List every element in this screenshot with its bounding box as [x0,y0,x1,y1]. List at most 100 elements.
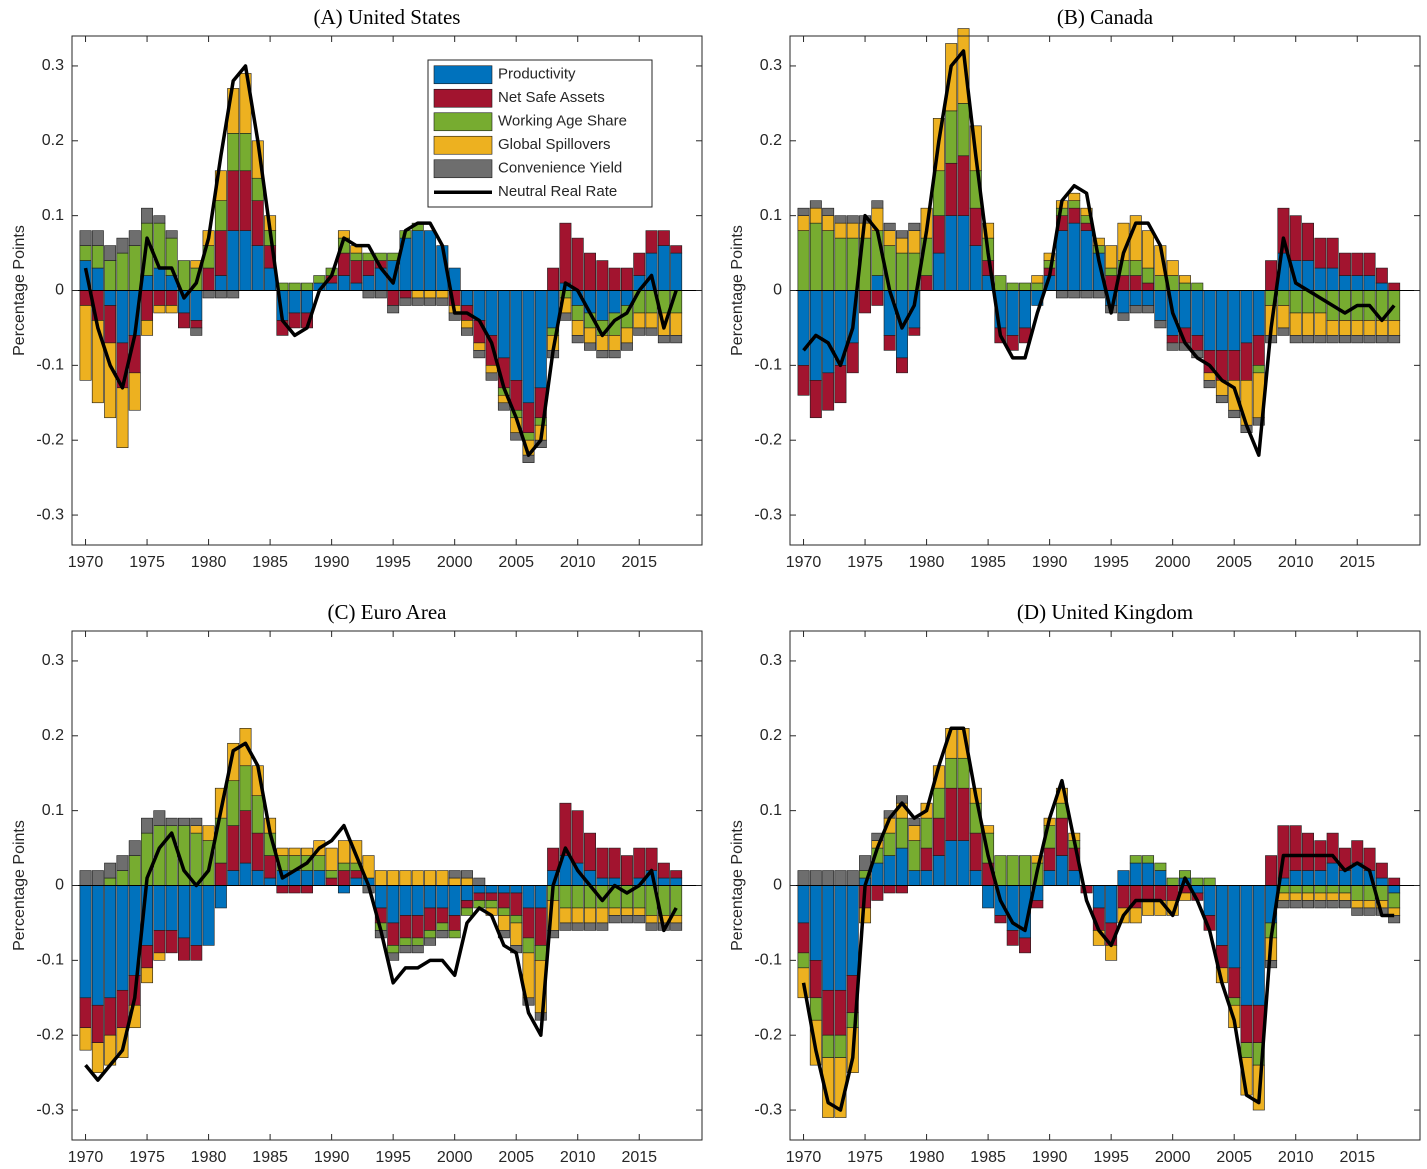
y-axis-label: Percentage Points [729,820,746,951]
bar [871,862,884,886]
bar [1351,252,1364,276]
bar [190,825,203,834]
bar [1326,900,1339,909]
bar [411,870,424,886]
bar [350,877,363,886]
bar [178,885,190,939]
bar [153,885,166,931]
bar [982,885,995,909]
bar [932,817,945,856]
bar [670,252,683,291]
bar [1228,350,1241,381]
bar [424,870,437,886]
bar [1265,960,1278,969]
bar [1252,417,1265,426]
bar [670,922,683,931]
bar [1068,207,1081,224]
bar [276,885,289,894]
bar [584,252,596,291]
x-tick-label: 1995 [1093,1149,1129,1166]
bar [608,290,621,314]
bar [1351,840,1364,864]
bar [116,252,129,291]
x-tick-label: 1980 [191,1149,227,1166]
y-tick-label: 0.2 [760,727,782,744]
bar [202,290,215,299]
bar [116,387,129,448]
bar [202,885,215,946]
bar [932,787,945,819]
bar [91,885,104,1006]
bar [91,245,104,269]
bar [1363,275,1376,291]
y-tick-label: 0 [773,877,782,894]
bar [633,915,646,924]
bar [1129,855,1142,864]
bar [104,877,117,886]
bar [596,260,609,291]
bar [1338,885,1351,894]
bar [620,907,633,916]
bar [178,312,190,329]
bar [871,275,884,291]
bar [645,847,658,871]
bar [399,885,412,916]
bar [104,245,117,261]
bar [1191,290,1204,336]
bar [1142,282,1155,291]
line-series [84,741,678,1082]
bar [1338,870,1351,886]
bar [485,892,498,901]
bar [620,342,633,351]
bar [571,335,584,344]
bar [165,885,178,931]
bar [957,840,970,886]
bar [1338,335,1351,344]
bar [809,885,822,961]
bar [387,290,400,306]
legend-label: Working Age Share [498,113,627,130]
bar [301,290,313,314]
bar [411,290,424,299]
bar [883,230,896,246]
bar [822,870,835,886]
bar [1351,320,1364,336]
bar [1105,267,1118,276]
bar [846,222,859,239]
bar [1314,237,1327,269]
bar [214,862,227,886]
bar [153,952,166,961]
bar [1031,275,1044,284]
bar [1338,320,1351,336]
bar [809,207,822,224]
bar [313,855,326,871]
bar [350,252,363,261]
bar [896,817,908,849]
bar [1228,290,1241,351]
bar [461,327,473,336]
bar [1142,305,1155,314]
bar [399,870,412,886]
x-tick-label: 2000 [1155,554,1191,571]
bar [1142,230,1155,269]
x-tick-label: 2015 [1339,1149,1375,1166]
bar [485,900,498,909]
y-tick-label: -0.3 [36,506,64,523]
bar [920,870,933,886]
y-tick-label: 0.3 [760,57,782,74]
bar [325,282,338,291]
bar [436,870,449,886]
bar [846,885,859,976]
bar-series: Convenience Yield [797,795,1401,969]
bar [165,230,178,239]
bar [945,43,958,112]
x-tick-label: 2000 [1155,1149,1191,1166]
bar [424,885,437,909]
bar [822,230,835,291]
bar [1302,260,1314,291]
bar [633,252,646,276]
bar [945,840,958,886]
bar [436,297,449,306]
bar [1154,275,1167,291]
